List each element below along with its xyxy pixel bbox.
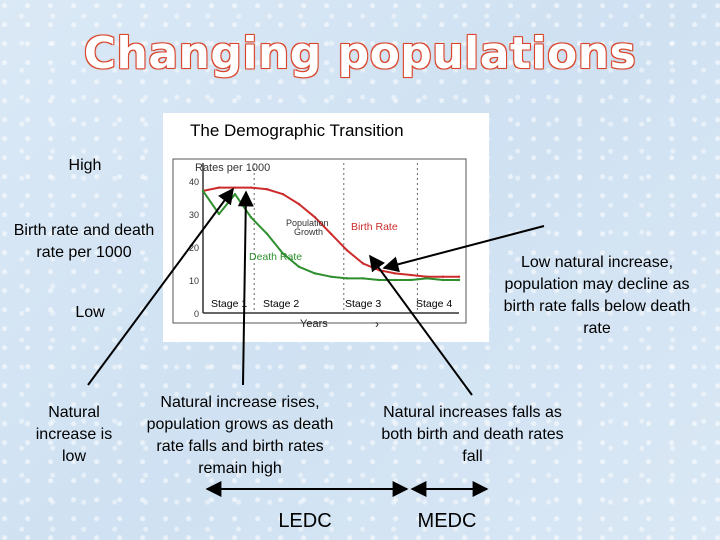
data-point <box>409 278 413 282</box>
low-label: Low <box>75 304 105 321</box>
population-growth-label: Growth <box>294 227 323 237</box>
data-point <box>345 249 349 252</box>
data-point <box>345 277 349 280</box>
pointer-stage4 <box>382 225 545 273</box>
stage1-callout: Natural increase is low <box>35 404 113 465</box>
data-point <box>393 278 397 282</box>
plot-frame <box>172 158 467 324</box>
data-point <box>409 273 413 277</box>
data-point <box>329 232 333 235</box>
data-point <box>281 193 285 196</box>
stage-label: Stage 4 <box>416 298 452 310</box>
stage-label: Stage 2 <box>263 298 299 310</box>
data-point <box>329 275 333 278</box>
pointer-stage3 <box>369 254 473 396</box>
x-axis-label: Years <box>300 318 328 330</box>
data-point <box>313 272 317 275</box>
data-point <box>297 202 301 206</box>
data-point <box>425 275 429 278</box>
data-point <box>217 212 221 216</box>
data-point <box>313 216 317 219</box>
stage-label: Stage 1 <box>211 298 247 310</box>
series-label-birth-rate: Birth Rate <box>351 221 398 233</box>
y-tick-label: 0 <box>194 309 199 319</box>
data-point <box>249 216 253 219</box>
series-label-death-rate: Death Rate <box>249 251 302 263</box>
data-point <box>265 188 269 191</box>
y-axis-label: Rates per 1000 <box>195 162 270 174</box>
data-point <box>457 278 461 282</box>
pointer-stage2 <box>237 190 254 386</box>
demographic-transition-chart: The Demographic Transition Rates per 100… <box>163 113 489 342</box>
stage2-callout: Natural increase rises, population grows… <box>146 394 334 477</box>
population-growth-label: Population <box>286 218 329 228</box>
data-point <box>201 189 205 193</box>
stage4-callout: Low natural increase, population may dec… <box>503 254 691 337</box>
medc-label: MEDC <box>417 510 477 532</box>
ledc-label: LEDC <box>278 510 332 532</box>
chart-title: The Demographic Transition <box>190 121 404 140</box>
y-tick-label: 20 <box>189 243 199 253</box>
y-tick-label: 10 <box>189 276 199 286</box>
data-point <box>361 277 365 280</box>
data-point <box>233 193 237 196</box>
data-point <box>265 232 269 235</box>
page-title: Changing populations <box>83 28 637 79</box>
data-point <box>297 265 301 268</box>
high-label: High <box>68 157 102 174</box>
data-point <box>393 272 397 275</box>
data-point <box>441 278 445 282</box>
x-axis-arrow: › <box>375 317 379 331</box>
data-point <box>361 262 365 265</box>
data-point <box>425 277 429 280</box>
stage3-callout: Natural increases falls as both birth an… <box>381 404 564 465</box>
y-tick-label: 40 <box>189 177 199 187</box>
data-point <box>281 252 285 255</box>
data-point <box>377 278 381 282</box>
axis-description: Birth rate and death rate per 1000 <box>13 222 155 261</box>
data-point <box>457 275 461 278</box>
data-point <box>249 186 253 189</box>
y-tick-label: 30 <box>189 210 199 220</box>
pointer-stage1 <box>87 187 234 386</box>
stage-label: Stage 3 <box>345 298 381 310</box>
data-point <box>233 186 237 189</box>
data-point <box>441 275 445 278</box>
